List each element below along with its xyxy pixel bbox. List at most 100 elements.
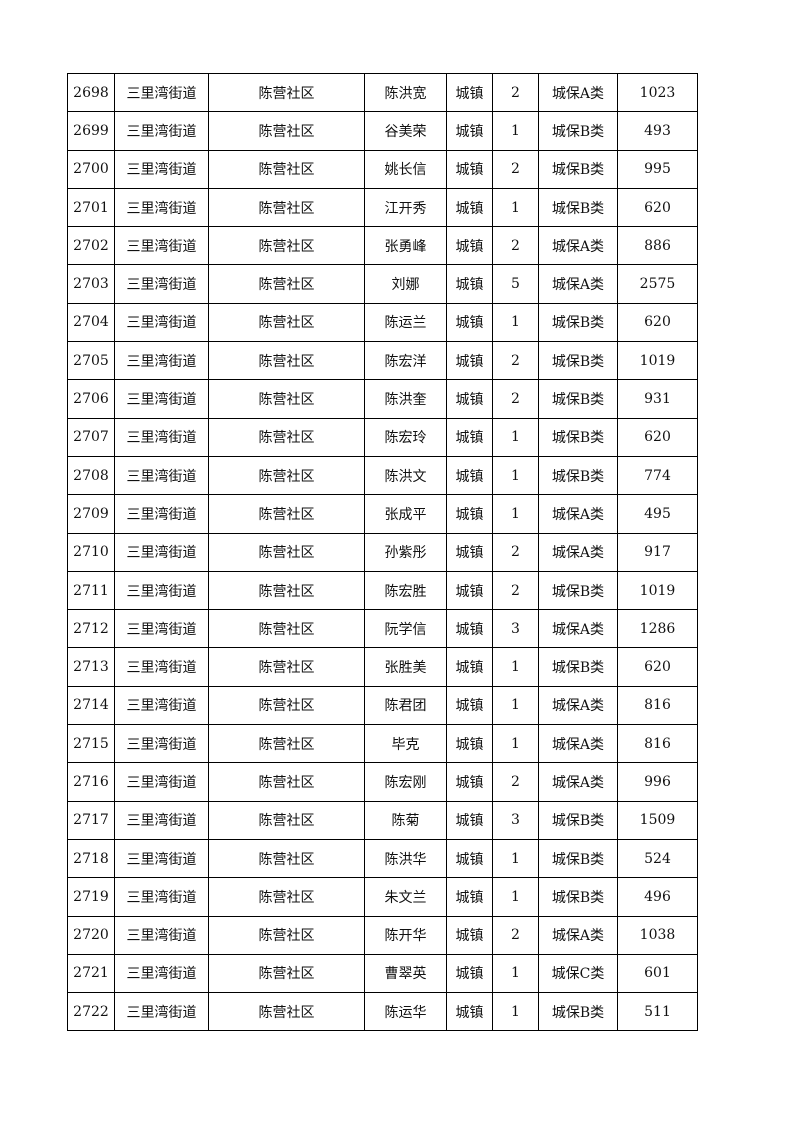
cell-household-size: 2	[492, 532, 539, 572]
cell-area-type: 城镇	[446, 685, 493, 726]
cell-household-size: 1	[492, 685, 539, 726]
cell-amount: 996	[617, 762, 698, 802]
cell-category: 城保B类	[538, 838, 618, 879]
cell-subdistrict: 三里湾街道	[114, 647, 209, 687]
cell-subdistrict: 三里湾街道	[114, 379, 209, 419]
table-row: 2700 三里湾街道 陈营社区 姚长信 城镇 2 城保B类 995	[67, 149, 698, 189]
cell-area-type: 城镇	[446, 226, 493, 266]
table-row: 2709 三里湾街道 陈营社区 张成平 城镇 1 城保A类 495	[67, 494, 698, 534]
table-row: 2701 三里湾街道 陈营社区 江开秀 城镇 1 城保B类 620	[67, 187, 698, 228]
cell-subdistrict: 三里湾街道	[114, 992, 209, 1032]
table-row: 2717 三里湾街道 陈营社区 陈菊 城镇 3 城保B类 1509	[67, 800, 698, 840]
cell-index: 2712	[67, 609, 115, 649]
cell-subdistrict: 三里湾街道	[114, 953, 209, 994]
cell-category: 城保A类	[538, 72, 618, 113]
cell-community: 陈营社区	[208, 838, 365, 879]
cell-household-size: 3	[492, 609, 539, 649]
cell-index: 2702	[67, 226, 115, 266]
cell-category: 城保A类	[538, 264, 618, 304]
cell-index: 2706	[67, 379, 115, 419]
table-row: 2713 三里湾街道 陈营社区 张胜美 城镇 1 城保B类 620	[67, 647, 698, 687]
cell-subdistrict: 三里湾街道	[114, 532, 209, 572]
cell-amount: 511	[617, 992, 698, 1032]
cell-area-type: 城镇	[446, 341, 493, 381]
cell-household-size: 1	[492, 417, 539, 457]
cell-community: 陈营社区	[208, 915, 365, 955]
cell-community: 陈营社区	[208, 724, 365, 764]
cell-amount: 524	[617, 838, 698, 879]
cell-community: 陈营社区	[208, 149, 365, 189]
cell-subdistrict: 三里湾街道	[114, 417, 209, 457]
table-row: 2699 三里湾街道 陈营社区 谷美荣 城镇 1 城保B类 493	[67, 111, 698, 151]
cell-area-type: 城镇	[446, 647, 493, 687]
cell-name: 陈洪奎	[364, 379, 447, 419]
cell-category: 城保A类	[538, 724, 618, 764]
cell-index: 2715	[67, 724, 115, 764]
cell-category: 城保B类	[538, 647, 618, 687]
table-row: 2710 三里湾街道 陈营社区 孙紫彤 城镇 2 城保A类 917	[67, 532, 698, 572]
cell-subdistrict: 三里湾街道	[114, 685, 209, 726]
cell-name: 孙紫彤	[364, 532, 447, 572]
cell-category: 城保B类	[538, 149, 618, 189]
cell-index: 2720	[67, 915, 115, 955]
cell-household-size: 2	[492, 570, 539, 611]
cell-category: 城保B类	[538, 455, 618, 496]
cell-household-size: 3	[492, 800, 539, 840]
cell-index: 2704	[67, 302, 115, 343]
cell-community: 陈营社区	[208, 685, 365, 726]
cell-category: 城保B类	[538, 992, 618, 1032]
cell-name: 陈洪文	[364, 455, 447, 496]
cell-community: 陈营社区	[208, 494, 365, 534]
cell-amount: 495	[617, 494, 698, 534]
cell-subdistrict: 三里湾街道	[114, 264, 209, 304]
cell-name: 陈宏洋	[364, 341, 447, 381]
cell-index: 2703	[67, 264, 115, 304]
cell-amount: 620	[617, 302, 698, 343]
table-row: 2708 三里湾街道 陈营社区 陈洪文 城镇 1 城保B类 774	[67, 455, 698, 496]
cell-area-type: 城镇	[446, 302, 493, 343]
cell-index: 2699	[67, 111, 115, 151]
cell-community: 陈营社区	[208, 417, 365, 457]
cell-amount: 496	[617, 877, 698, 917]
cell-household-size: 1	[492, 455, 539, 496]
table-row: 2715 三里湾街道 陈营社区 毕克 城镇 1 城保A类 816	[67, 724, 698, 764]
cell-name: 江开秀	[364, 187, 447, 228]
table-row: 2707 三里湾街道 陈营社区 陈宏玲 城镇 1 城保B类 620	[67, 417, 698, 457]
cell-amount: 1023	[617, 72, 698, 113]
cell-area-type: 城镇	[446, 187, 493, 228]
cell-subdistrict: 三里湾街道	[114, 187, 209, 228]
cell-area-type: 城镇	[446, 609, 493, 649]
cell-community: 陈营社区	[208, 111, 365, 151]
cell-area-type: 城镇	[446, 264, 493, 304]
cell-community: 陈营社区	[208, 762, 365, 802]
cell-amount: 995	[617, 149, 698, 189]
cell-name: 陈洪华	[364, 838, 447, 879]
cell-category: 城保B类	[538, 302, 618, 343]
cell-name: 陈开华	[364, 915, 447, 955]
cell-category: 城保B类	[538, 187, 618, 228]
cell-name: 陈菊	[364, 800, 447, 840]
cell-area-type: 城镇	[446, 838, 493, 879]
cell-name: 张勇峰	[364, 226, 447, 266]
cell-household-size: 1	[492, 953, 539, 994]
table-body: 2698 三里湾街道 陈营社区 陈洪宽 城镇 2 城保A类 1023 2699 三里湾街道 陈营社区…	[67, 72, 698, 1032]
cell-area-type: 城镇	[446, 111, 493, 151]
cell-amount: 620	[617, 647, 698, 687]
cell-area-type: 城镇	[446, 800, 493, 840]
cell-area-type: 城镇	[446, 379, 493, 419]
cell-index: 2713	[67, 647, 115, 687]
cell-category: 城保A类	[538, 532, 618, 572]
cell-name: 陈宏胜	[364, 570, 447, 611]
cell-community: 陈营社区	[208, 532, 365, 572]
cell-category: 城保B类	[538, 800, 618, 840]
cell-community: 陈营社区	[208, 72, 365, 113]
cell-category: 城保A类	[538, 762, 618, 802]
cell-category: 城保B类	[538, 877, 618, 917]
cell-subdistrict: 三里湾街道	[114, 570, 209, 611]
table-row: 2719 三里湾街道 陈营社区 朱文兰 城镇 1 城保B类 496	[67, 877, 698, 917]
cell-community: 陈营社区	[208, 187, 365, 228]
cell-household-size: 2	[492, 226, 539, 266]
cell-amount: 601	[617, 953, 698, 994]
cell-name: 阮学信	[364, 609, 447, 649]
cell-area-type: 城镇	[446, 953, 493, 994]
